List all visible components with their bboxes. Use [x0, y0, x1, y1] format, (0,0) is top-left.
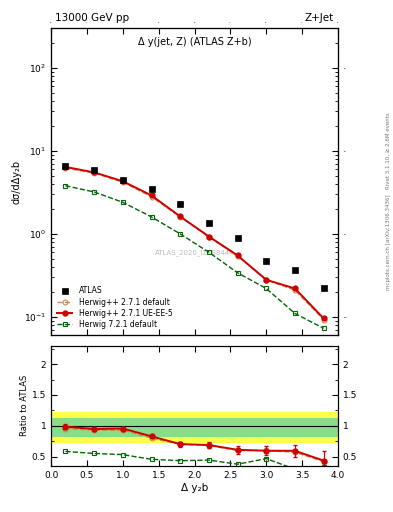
ATLAS — [92, 167, 97, 174]
ATLAS — [264, 258, 269, 264]
ATLAS — [321, 285, 326, 291]
Line: ATLAS: ATLAS — [62, 163, 327, 292]
Text: Δ y(jet, Z) (ATLAS Z+b): Δ y(jet, Z) (ATLAS Z+b) — [138, 37, 252, 48]
Y-axis label: dσ/dΔy₂b: dσ/dΔy₂b — [11, 160, 21, 204]
Herwig++ 2.7.1 default — [120, 179, 125, 185]
ATLAS — [149, 186, 154, 192]
Legend: ATLAS, Herwig++ 2.7.1 default, Herwig++ 2.7.1 UE-EE-5, Herwig 7.2.1 default: ATLAS, Herwig++ 2.7.1 default, Herwig++ … — [55, 284, 174, 332]
Herwig++ 2.7.1 UE-EE-5 — [178, 214, 183, 220]
Herwig 7.2.1 default — [264, 285, 269, 291]
Herwig++ 2.7.1 UE-EE-5 — [207, 233, 211, 240]
ATLAS — [207, 220, 211, 226]
Text: mcplots.cern.ch [arXiv:1306.3436]: mcplots.cern.ch [arXiv:1306.3436] — [386, 195, 391, 290]
X-axis label: Δ y₂b: Δ y₂b — [181, 482, 208, 493]
Line: Herwig++ 2.7.1 UE-EE-5: Herwig++ 2.7.1 UE-EE-5 — [63, 164, 326, 321]
Text: ATLAS_2020_I1788444: ATLAS_2020_I1788444 — [155, 249, 234, 256]
Herwig++ 2.7.1 default — [92, 170, 97, 176]
Herwig 7.2.1 default — [292, 310, 298, 316]
Herwig++ 2.7.1 default — [321, 316, 326, 323]
Text: Z+Jet: Z+Jet — [305, 13, 334, 23]
Herwig++ 2.7.1 default — [292, 287, 298, 293]
Line: Herwig 7.2.1 default: Herwig 7.2.1 default — [63, 183, 326, 331]
Herwig++ 2.7.1 UE-EE-5 — [235, 252, 240, 259]
ATLAS — [178, 201, 183, 207]
Herwig 7.2.1 default — [235, 270, 240, 276]
Herwig++ 2.7.1 UE-EE-5 — [321, 315, 326, 322]
Herwig++ 2.7.1 default — [235, 253, 240, 259]
Herwig++ 2.7.1 default — [63, 165, 68, 171]
Herwig++ 2.7.1 default — [207, 234, 211, 240]
Herwig++ 2.7.1 UE-EE-5 — [264, 276, 269, 283]
Line: Herwig++ 2.7.1 default: Herwig++ 2.7.1 default — [63, 166, 326, 322]
Herwig 7.2.1 default — [207, 249, 211, 255]
Herwig++ 2.7.1 UE-EE-5 — [92, 169, 97, 176]
Herwig++ 2.7.1 UE-EE-5 — [63, 164, 68, 170]
ATLAS — [120, 177, 125, 183]
Herwig++ 2.7.1 UE-EE-5 — [149, 193, 154, 199]
ATLAS — [235, 234, 240, 241]
Herwig++ 2.7.1 UE-EE-5 — [120, 178, 125, 184]
Y-axis label: Ratio to ATLAS: Ratio to ATLAS — [20, 375, 29, 436]
Herwig++ 2.7.1 UE-EE-5 — [292, 285, 298, 291]
ATLAS — [63, 163, 68, 169]
Herwig 7.2.1 default — [321, 325, 326, 331]
Herwig++ 2.7.1 default — [178, 214, 183, 220]
Herwig++ 2.7.1 default — [149, 194, 154, 200]
Herwig 7.2.1 default — [178, 231, 183, 237]
ATLAS — [292, 267, 298, 273]
Text: 13000 GeV pp: 13000 GeV pp — [55, 13, 129, 23]
Text: Rivet 3.1.10, ≥ 2.6M events: Rivet 3.1.10, ≥ 2.6M events — [386, 113, 391, 189]
Herwig++ 2.7.1 default — [264, 276, 269, 283]
Herwig 7.2.1 default — [120, 199, 125, 205]
Herwig 7.2.1 default — [92, 189, 97, 195]
Herwig 7.2.1 default — [149, 214, 154, 220]
Herwig 7.2.1 default — [63, 183, 68, 189]
